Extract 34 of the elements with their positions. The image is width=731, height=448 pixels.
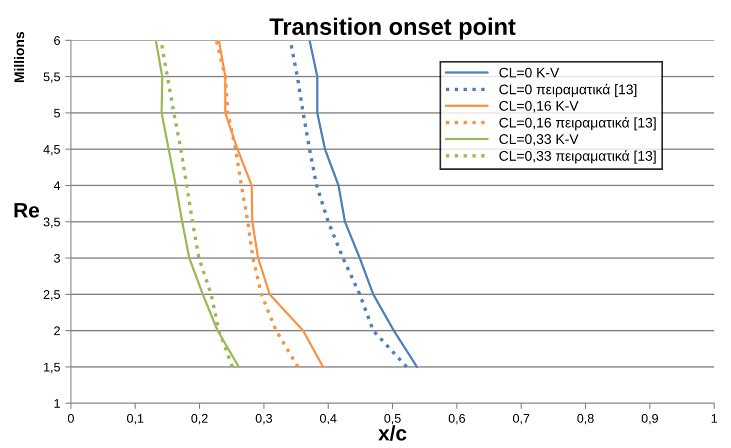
x-tick-label: 0,4 bbox=[320, 414, 337, 424]
y-tick-label: 5 bbox=[54, 108, 60, 118]
legend-label: CL=0,33 K-V bbox=[499, 134, 579, 146]
x-tick-label: 1 bbox=[712, 414, 718, 423]
x-tick-label: 0,6 bbox=[448, 414, 466, 424]
y-tick-label: 6 bbox=[54, 36, 60, 45]
y-tick-label: 5,5 bbox=[44, 72, 60, 83]
y-tick-label: 2 bbox=[54, 326, 60, 336]
y-tick-label: 4,5 bbox=[43, 145, 60, 156]
y-tick-label: 3 bbox=[54, 254, 60, 263]
x-tick-label: 0 bbox=[68, 414, 74, 423]
x-tick-label: 0,9 bbox=[642, 414, 658, 424]
legend-label: CL=0 K-V bbox=[499, 68, 560, 78]
y-tick-label: 1 bbox=[54, 399, 60, 408]
legend-label: CL=0 πειραματικά [13] bbox=[499, 84, 636, 98]
y-tick-label: 1,5 bbox=[44, 362, 60, 374]
y-axis-title: Re bbox=[14, 203, 40, 218]
legend-label: CL=0,16 πειραματικά [13] bbox=[499, 116, 656, 130]
x-tick-label: 0,2 bbox=[191, 414, 208, 424]
y-tick-label: 4 bbox=[54, 181, 60, 190]
legend-label: CL=0,16 K-V bbox=[499, 100, 579, 112]
text: Millions bbox=[14, 32, 24, 82]
legend-label: CL=0,33 πειραματικά [13] bbox=[499, 150, 656, 164]
x-tick-label: 0,3 bbox=[256, 414, 272, 424]
y-tick-label: 2,5 bbox=[44, 290, 60, 300]
line-series bbox=[218, 40, 324, 368]
chart-title: Transition onset point bbox=[270, 18, 516, 40]
x-tick-label: 0,5 bbox=[384, 414, 401, 424]
x-axis-title: x/c bbox=[378, 425, 406, 441]
x-tick-label: 0,1 bbox=[127, 414, 144, 424]
y-tick-label: 3,5 bbox=[44, 218, 60, 228]
x-tick-label: 0,8 bbox=[577, 414, 594, 424]
x-tick-label: 0,7 bbox=[513, 414, 530, 424]
line-series bbox=[308, 40, 418, 368]
